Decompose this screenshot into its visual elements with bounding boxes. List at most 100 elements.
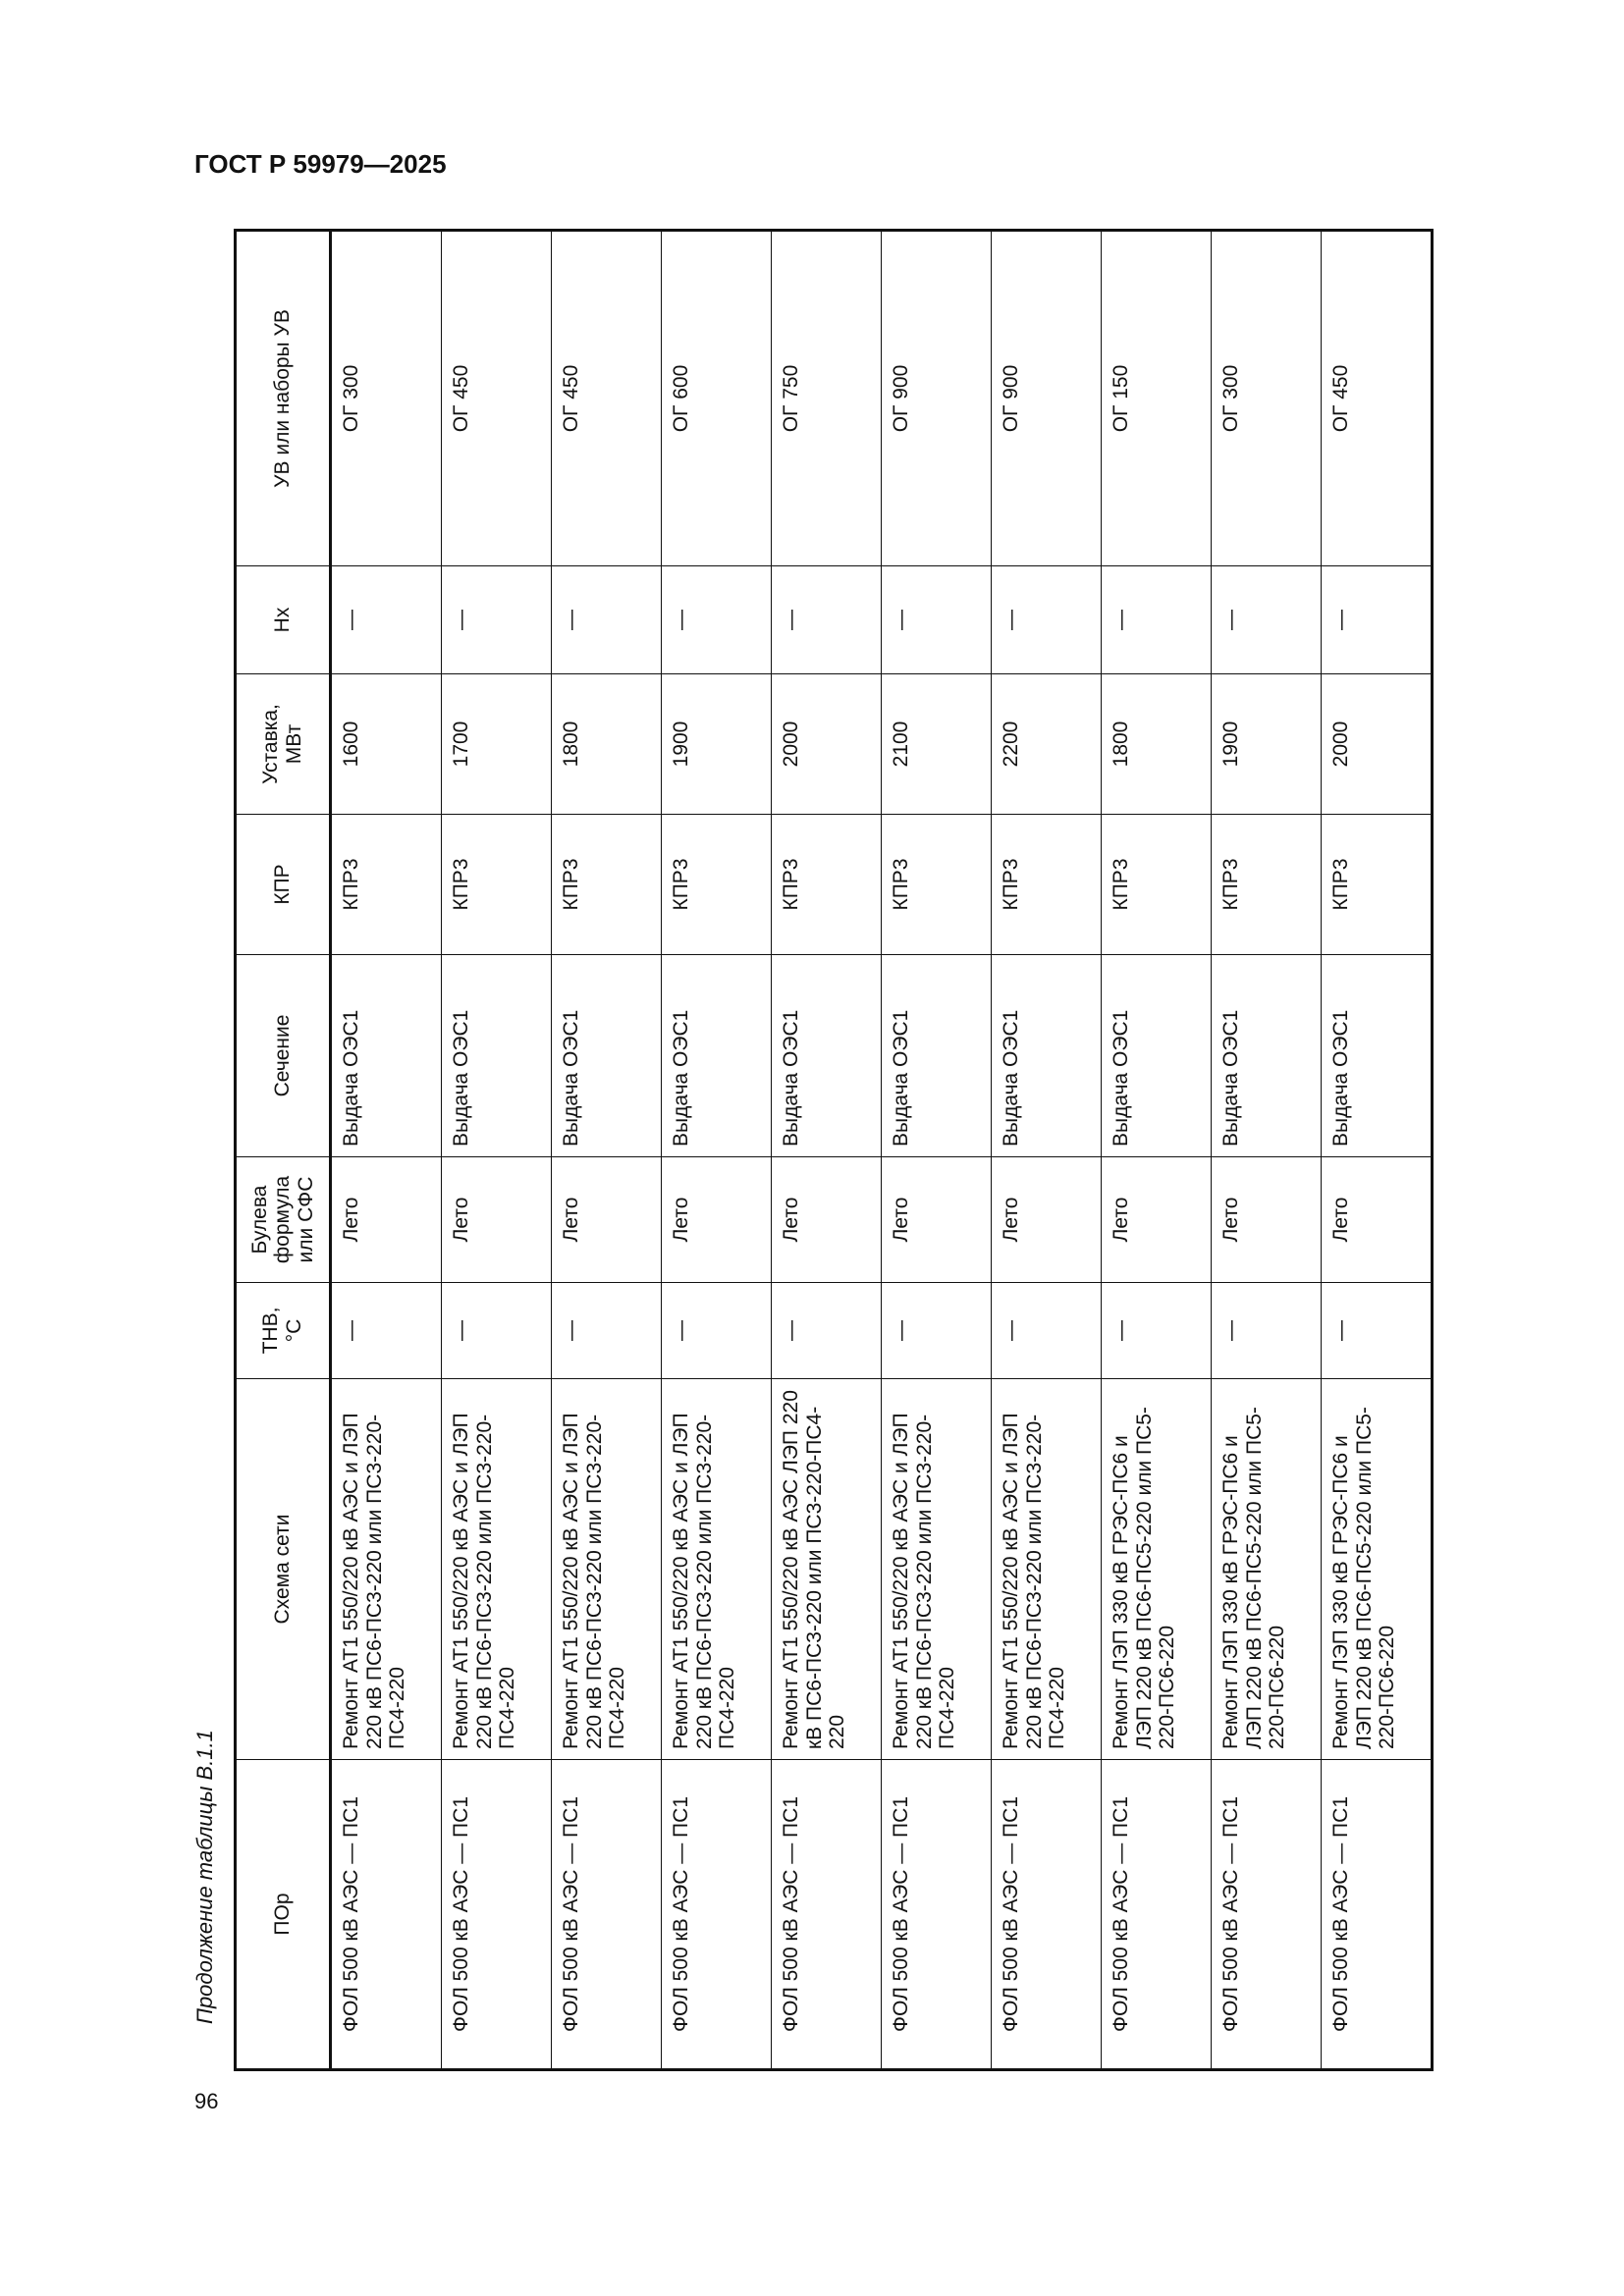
column-header: Сечение [235, 954, 331, 1157]
table-row: ФОЛ 500 кВ АЭС — ПС1 Ремонт АТ1 550/220 к… [661, 230, 772, 2070]
table-cell: Лето [330, 1156, 442, 1283]
table-cell: — [1101, 1282, 1212, 1379]
table-cell: Лето [771, 1156, 882, 1283]
table-cell: — [441, 1282, 552, 1379]
table-cell: — [771, 565, 882, 674]
table-cell: — [1321, 1282, 1433, 1379]
table-row: ФОЛ 500 кВ АЭС — ПС1 Ремонт АТ1 550/220 к… [991, 230, 1102, 2070]
table-cell: Лето [1211, 1156, 1322, 1283]
table-cell: — [330, 565, 442, 674]
table-cell: — [1101, 565, 1212, 674]
table-cell: Выдача ОЭС1 [1321, 954, 1433, 1157]
table-cell: ОГ 900 [881, 230, 992, 566]
column-header: ТНВ, °С [235, 1282, 331, 1379]
table-cell: 1800 [551, 673, 662, 815]
table-cell: Выдача ОЭС1 [661, 954, 772, 1157]
table-cell: 1600 [330, 673, 442, 815]
table-cell: Выдача ОЭС1 [551, 954, 662, 1157]
table-cell: КПР3 [991, 814, 1102, 955]
table-row: ФОЛ 500 кВ АЭС — ПС1 Ремонт ЛЭП 330 кВ ГР… [1211, 230, 1322, 2070]
doc-title: ГОСТ Р 59979—2025 [194, 149, 447, 179]
table-cell: — [1211, 1282, 1322, 1379]
table-row: ФОЛ 500 кВ АЭС — ПС1 Ремонт АТ1 550/220 к… [441, 230, 552, 2070]
table-cell: Лето [661, 1156, 772, 1283]
table-cell: 1700 [441, 673, 552, 815]
table-cell: КПР3 [771, 814, 882, 955]
table-row: ФОЛ 500 кВ АЭС — ПС1 Ремонт АТ1 550/220 к… [771, 230, 882, 2070]
table-cell: Ремонт ЛЭП 330 кВ ГРЭС-ПС6 и ЛЭП 220 кВ … [1321, 1378, 1433, 1760]
column-header: Булева формула или СФС [235, 1156, 331, 1283]
table-cell: 1900 [1211, 673, 1322, 815]
table-row: ФОЛ 500 кВ АЭС — ПС1 Ремонт АТ1 550/220 к… [881, 230, 992, 2070]
table-cell: 2000 [771, 673, 882, 815]
table-cell: ОГ 600 [661, 230, 772, 566]
table-cell: КПР3 [330, 814, 442, 955]
table-cell: 2000 [1321, 673, 1433, 815]
table-cell: 1900 [661, 673, 772, 815]
table-cell: ФОЛ 500 кВ АЭС — ПС1 [441, 1759, 552, 2070]
table-cell: ОГ 450 [441, 230, 552, 566]
table-cell: ОГ 900 [991, 230, 1102, 566]
column-header: КПР [235, 814, 331, 955]
table-cell: Лето [441, 1156, 552, 1283]
table-cell: — [551, 565, 662, 674]
table-cell: ФОЛ 500 кВ АЭС — ПС1 [330, 1759, 442, 2070]
data-table: ПОр Схема сети ТНВ, °С Булева формула или С… [234, 229, 1434, 2071]
table-row: ФОЛ 500 кВ АЭС — ПС1 Ремонт ЛЭП 330 кВ ГР… [1321, 230, 1433, 2070]
column-header: Уставка, МВт [235, 673, 331, 815]
table-cell: Лето [1101, 1156, 1212, 1283]
table-cell: — [661, 565, 772, 674]
column-header: ПОр [235, 1759, 331, 2070]
table-cell: ОГ 450 [1321, 230, 1433, 566]
table-cell: Ремонт АТ1 550/220 кВ АЭС и ЛЭП 220 кВ П… [551, 1378, 662, 1760]
table-cell: КПР3 [1321, 814, 1433, 955]
table-cell: — [771, 1282, 882, 1379]
table-cell: Выдача ОЭС1 [1211, 954, 1322, 1157]
table-cell: Ремонт АТ1 550/220 кВ АЭС и ЛЭП 220 кВ П… [441, 1378, 552, 1760]
table-cell: ФОЛ 500 кВ АЭС — ПС1 [881, 1759, 992, 2070]
table-cell: Выдача ОЭС1 [330, 954, 442, 1157]
table-cell: Лето [1321, 1156, 1433, 1283]
table-cell: ФОЛ 500 кВ АЭС — ПС1 [991, 1759, 1102, 2070]
table-cell: ФОЛ 500 кВ АЭС — ПС1 [1211, 1759, 1322, 2070]
table-cell: ФОЛ 500 кВ АЭС — ПС1 [771, 1759, 882, 2070]
table-cell: ОГ 150 [1101, 230, 1212, 566]
table-cell: ФОЛ 500 кВ АЭС — ПС1 [551, 1759, 662, 2070]
table-cell: Лето [551, 1156, 662, 1283]
table-cell: Ремонт АТ1 550/220 кВ АЭС ЛЭП 220 кВ ПС6… [771, 1378, 882, 1760]
table-cell: Выдача ОЭС1 [881, 954, 992, 1157]
table-cell: КПР3 [661, 814, 772, 955]
table-cell: КПР3 [881, 814, 992, 955]
table-cell: Ремонт ЛЭП 330 кВ ГРЭС-ПС6 и ЛЭП 220 кВ … [1101, 1378, 1212, 1760]
table-cell: — [881, 565, 992, 674]
page-number: 96 [194, 2089, 219, 2113]
table-cell: — [441, 565, 552, 674]
column-header: Схема сети [235, 1378, 331, 1760]
table-cell: Лето [991, 1156, 1102, 1283]
table-cell: Ремонт ЛЭП 330 кВ ГРЭС-ПС6 и ЛЭП 220 кВ … [1211, 1378, 1322, 1760]
table-wrapper: ПОр Схема сети ТНВ, °С Булева формула или С… [234, 229, 1434, 2071]
table-cell: Ремонт АТ1 550/220 кВ АЭС и ЛЭП 220 кВ П… [330, 1378, 442, 1760]
table-cell: КПР3 [441, 814, 552, 955]
table-cell: — [991, 1282, 1102, 1379]
table-row: ФОЛ 500 кВ АЭС — ПС1 Ремонт АТ1 550/220 к… [551, 230, 662, 2070]
table-cell: — [330, 1282, 442, 1379]
column-header: УВ или наборы УВ [235, 230, 331, 566]
table-cell: Ремонт АТ1 550/220 кВ АЭС и ЛЭП 220 кВ П… [661, 1378, 772, 1760]
table-cell: — [551, 1282, 662, 1379]
table-cell: Выдача ОЭС1 [771, 954, 882, 1157]
table-cell: 2100 [881, 673, 992, 815]
table-cell: — [1211, 565, 1322, 674]
header-row: ПОр Схема сети ТНВ, °С Булева формула или С… [235, 230, 331, 2070]
table-body: ФОЛ 500 кВ АЭС — ПС1 Ремонт АТ1 550/220 к… [330, 230, 1433, 2070]
table-cell: — [991, 565, 1102, 674]
table-cell: — [661, 1282, 772, 1379]
column-header: Нх [235, 565, 331, 674]
table-row: ФОЛ 500 кВ АЭС — ПС1 Ремонт АТ1 550/220 к… [330, 230, 442, 2070]
table-cell: — [1321, 565, 1433, 674]
table-caption: Продолжение таблицы В.1.1 [192, 1730, 217, 2024]
table-cell: Ремонт АТ1 550/220 кВ АЭС и ЛЭП 220 кВ П… [881, 1378, 992, 1760]
table-cell: ОГ 300 [330, 230, 442, 566]
table-cell: ФОЛ 500 кВ АЭС — ПС1 [1101, 1759, 1212, 2070]
